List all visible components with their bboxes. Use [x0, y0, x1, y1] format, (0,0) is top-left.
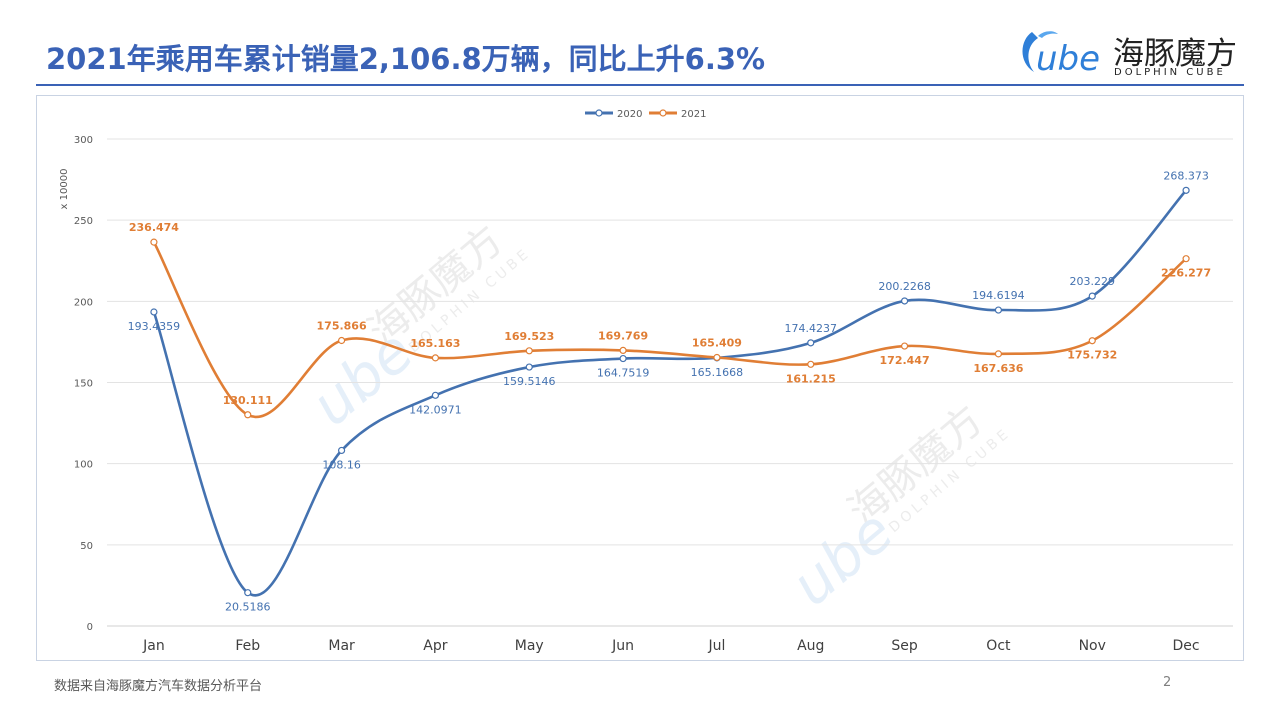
data-label: 159.5146: [503, 375, 556, 388]
data-point: [994, 350, 1003, 358]
x-tick-label: Mar: [328, 638, 355, 654]
x-tick-label: Jul: [707, 638, 725, 654]
data-label: 165.409: [692, 336, 742, 349]
data-point: [431, 391, 440, 399]
data-point: [337, 336, 346, 345]
data-label: 174.4237: [785, 322, 838, 335]
y-tick-label: 100: [74, 460, 93, 471]
data-label: 167.636: [973, 362, 1023, 375]
logo-en-name: DOLPHIN CUBE: [1114, 67, 1226, 78]
x-tick-label: Apr: [423, 638, 447, 654]
legend-marker: [659, 109, 667, 117]
y-axis: 0 50 100 150 200 250 300: [74, 135, 93, 633]
data-point: [619, 346, 627, 355]
y-tick-label: 0: [87, 622, 93, 633]
data-point: [1088, 337, 1096, 345]
x-tick-label: Feb: [235, 638, 260, 654]
y-axis-unit: x 10000: [59, 169, 70, 210]
data-point: [1182, 255, 1190, 263]
x-axis: Jan Feb Mar Apr May Jun Jul Aug Sep Oct Nov Dec: [142, 638, 1200, 654]
data-point: [994, 306, 1003, 314]
page-title: 2021年乘用车累计销量2,106.8万辆，同比上升6.3%: [46, 42, 766, 76]
x-tick-label: Nov: [1079, 638, 1106, 654]
data-point: [807, 360, 815, 368]
dolphin-logo-icon: ube: [1022, 31, 1100, 79]
data-label: 20.5186: [225, 601, 271, 614]
x-tick-label: May: [515, 638, 544, 654]
y-tick-label: 150: [74, 379, 93, 390]
title-divider: [36, 84, 1244, 86]
data-label: 172.447: [880, 354, 930, 367]
data-point: [619, 354, 627, 363]
gridlines: [107, 138, 1233, 627]
x-tick-label: Jun: [611, 638, 634, 654]
x-tick-label: Sep: [891, 638, 918, 654]
data-point: [150, 238, 158, 246]
data-point: [900, 342, 909, 350]
data-label: 164.7519: [597, 367, 650, 380]
logo-mark-text: ube: [1036, 39, 1100, 79]
data-point: [244, 411, 252, 419]
x-tick-label: Dec: [1173, 638, 1200, 654]
data-label: 193.4359: [128, 320, 181, 333]
data-label: 169.523: [504, 330, 554, 343]
legend-label: 2021: [681, 109, 706, 120]
y-tick-label: 300: [74, 135, 93, 146]
data-point: [431, 354, 440, 362]
x-tick-label: Aug: [797, 638, 824, 654]
data-label: 236.474: [129, 221, 179, 234]
x-tick-label: Jan: [142, 638, 165, 654]
data-point: [1182, 186, 1190, 194]
series-lines: [150, 186, 1190, 597]
page-number: 2: [1163, 675, 1172, 690]
data-label: 203.229: [1070, 275, 1116, 288]
chart-frame: 海豚魔方 DOLPHIN CUBE ube 海豚魔方 DOLPHIN CUBE …: [36, 95, 1244, 661]
data-point: [525, 347, 533, 355]
data-label: 200.2268: [878, 280, 931, 293]
y-tick-label: 200: [74, 297, 93, 308]
data-point: [337, 446, 346, 455]
legend-marker: [595, 109, 603, 117]
watermark-2: 海豚魔方 DOLPHIN CUBE ube: [779, 397, 1015, 619]
data-point: [525, 363, 533, 371]
data-label: 175.866: [317, 320, 367, 333]
data-labels: 193.4359 20.5186 108.16 142.0971 159.5146 164…: [128, 169, 1211, 613]
data-label: 130.111: [223, 394, 273, 407]
data-label: 142.0971: [409, 403, 462, 416]
data-point: [244, 589, 252, 597]
legend: 2020 2021: [585, 109, 706, 120]
legend-label: 2020: [617, 109, 642, 120]
data-point: [150, 308, 158, 316]
data-label: 161.215: [786, 372, 836, 385]
data-label: 268.373: [1163, 169, 1209, 182]
data-point: [807, 339, 815, 347]
data-label: 175.732: [1067, 349, 1117, 362]
data-label: 165.1668: [691, 366, 744, 379]
data-point: [713, 353, 721, 362]
data-label: 165.163: [410, 337, 460, 350]
x-tick-label: Oct: [986, 638, 1011, 654]
y-tick-label: 250: [74, 216, 93, 227]
logo-cn-name: 海豚魔方: [1113, 36, 1237, 72]
data-label: 169.769: [598, 329, 648, 342]
source-note: 数据来自海豚魔方汽车数据分析平台: [54, 679, 263, 694]
brand-logo: ube 海豚魔方 DOLPHIN CUBE: [1018, 22, 1248, 82]
line-chart: 海豚魔方 DOLPHIN CUBE ube 海豚魔方 DOLPHIN CUBE …: [59, 109, 1233, 654]
data-point: [900, 297, 909, 305]
data-label: 194.6194: [972, 289, 1025, 302]
y-tick-label: 50: [80, 541, 93, 552]
series-line-2021: [152, 241, 1187, 419]
data-label: 108.16: [322, 458, 361, 471]
data-point: [1088, 292, 1096, 300]
data-label: 226.277: [1161, 267, 1211, 280]
